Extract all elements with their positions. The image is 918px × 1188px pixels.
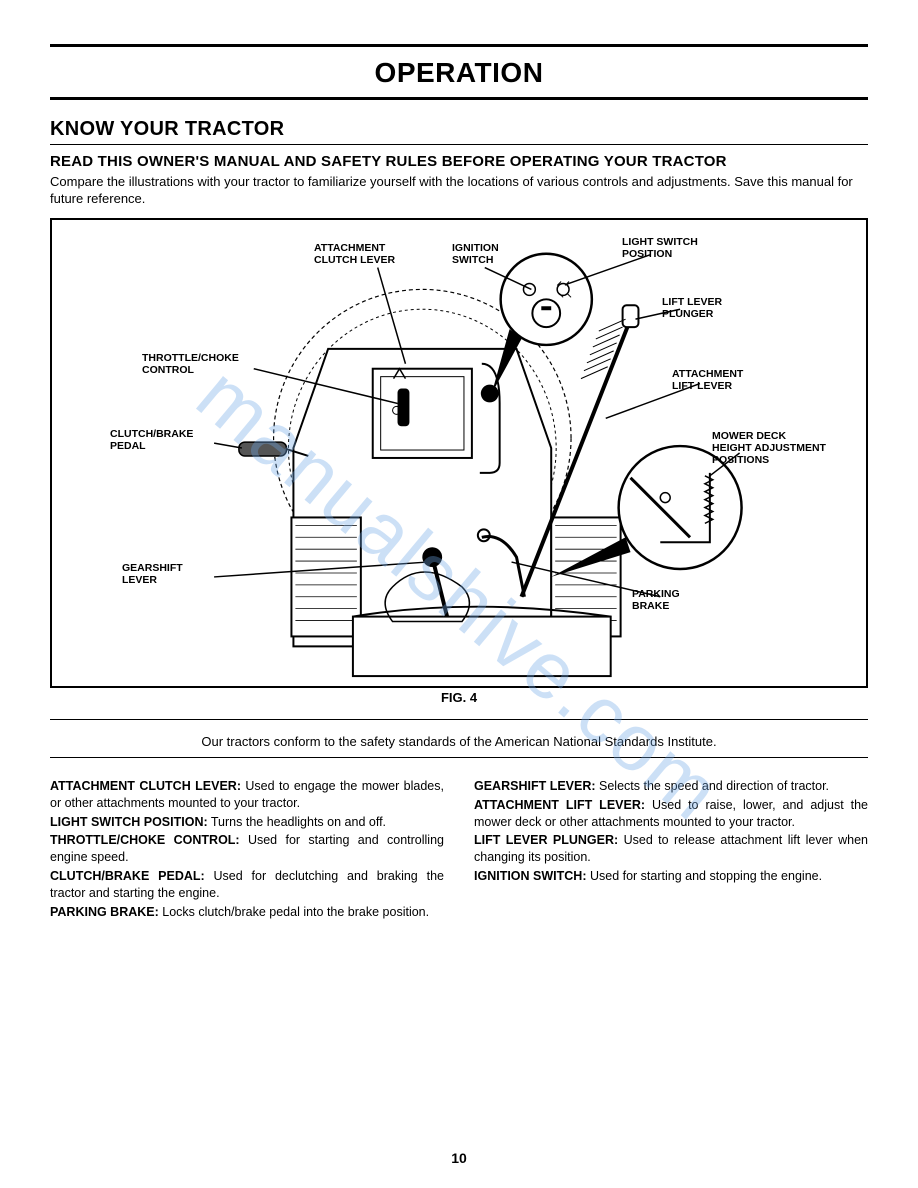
rule-under-h1 xyxy=(50,144,868,145)
figure-4: ATTACHMENTCLUTCH LEVER IGNITIONSWITCH LI… xyxy=(50,218,868,688)
definition-term: LIGHT SWITCH POSITION: xyxy=(50,815,208,829)
definition-item: THROTTLE/CHOKE CONTROL: Used for startin… xyxy=(50,832,444,866)
definition-item: GEARSHIFT LEVER: Selects the speed and d… xyxy=(474,778,868,795)
label-mower-deck: MOWER DECKHEIGHT ADJUSTMENTPOSITIONS xyxy=(712,430,826,466)
rule-above-safety xyxy=(50,719,868,720)
label-attachment-lift: ATTACHMENTLIFT LEVER xyxy=(672,368,743,392)
definition-body: Selects the speed and direction of tract… xyxy=(596,779,829,793)
label-throttle-choke: THROTTLE/CHOKECONTROL xyxy=(142,352,239,376)
definition-item: CLUTCH/BRAKE PEDAL: Used for declutching… xyxy=(50,868,444,902)
definition-item: ATTACHMENT CLUTCH LEVER: Used to engage … xyxy=(50,778,444,812)
page-title: OPERATION xyxy=(50,51,868,93)
definitions-right: GEARSHIFT LEVER: Selects the speed and d… xyxy=(474,778,868,923)
definition-item: LIFT LEVER PLUNGER: Used to release atta… xyxy=(474,832,868,866)
definition-body: Locks clutch/brake pedal into the brake … xyxy=(159,905,429,919)
definition-term: ATTACHMENT CLUTCH LEVER: xyxy=(50,779,241,793)
definition-item: PARKING BRAKE: Locks clutch/brake pedal … xyxy=(50,904,444,921)
label-ignition-switch: IGNITIONSWITCH xyxy=(452,242,499,266)
label-light-switch: LIGHT SWITCHPOSITION xyxy=(622,236,698,260)
definition-term: ATTACHMENT LIFT LEVER: xyxy=(474,798,645,812)
definition-term: IGNITION SWITCH: xyxy=(474,869,587,883)
section-subheading: READ THIS OWNER'S MANUAL AND SAFETY RULE… xyxy=(50,153,868,170)
definition-term: GEARSHIFT LEVER: xyxy=(474,779,596,793)
definition-body: Turns the headlights on and off. xyxy=(208,815,386,829)
definition-item: LIGHT SWITCH POSITION: Turns the headlig… xyxy=(50,814,444,831)
definition-item: ATTACHMENT LIFT LEVER: Used to raise, lo… xyxy=(474,797,868,831)
definition-term: LIFT LEVER PLUNGER: xyxy=(474,833,618,847)
definition-term: PARKING BRAKE: xyxy=(50,905,159,919)
section-heading: KNOW YOUR TRACTOR xyxy=(50,118,868,141)
rule-top xyxy=(50,44,868,47)
definitions-left: ATTACHMENT CLUTCH LEVER: Used to engage … xyxy=(50,778,444,923)
definition-term: CLUTCH/BRAKE PEDAL: xyxy=(50,869,205,883)
figure-caption: FIG. 4 xyxy=(50,690,868,705)
definition-term: THROTTLE/CHOKE CONTROL: xyxy=(50,833,240,847)
rule-below-safety xyxy=(50,757,868,758)
rule-under-title xyxy=(50,97,868,100)
definition-item: IGNITION SWITCH: Used for starting and s… xyxy=(474,868,868,885)
safety-standards-text: Our tractors conform to the safety stand… xyxy=(50,734,868,749)
label-lift-plunger: LIFT LEVERPLUNGER xyxy=(662,296,722,320)
label-attachment-clutch: ATTACHMENTCLUTCH LEVER xyxy=(314,242,395,266)
definitions-columns: ATTACHMENT CLUTCH LEVER: Used to engage … xyxy=(50,778,868,923)
page-number: 10 xyxy=(0,1150,918,1166)
intro-paragraph: Compare the illustrations with your trac… xyxy=(50,174,868,208)
definition-body: Used for starting and stopping the engin… xyxy=(587,869,823,883)
label-clutch-brake: CLUTCH/BRAKEPEDAL xyxy=(110,428,193,452)
label-gearshift: GEARSHIFTLEVER xyxy=(122,562,183,586)
label-parking-brake: PARKINGBRAKE xyxy=(632,588,680,612)
